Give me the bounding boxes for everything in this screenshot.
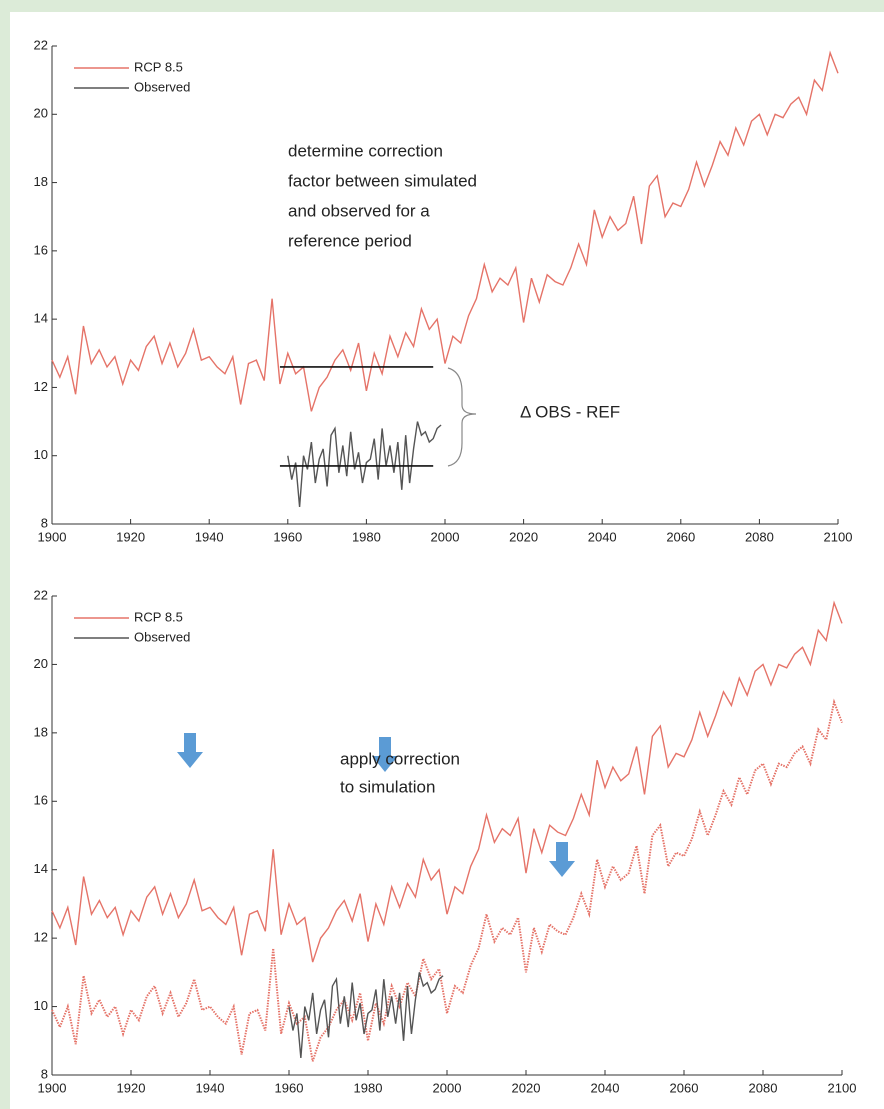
y-tick-label: 22 [34, 587, 48, 602]
arrow [549, 842, 575, 877]
y-tick-label: 14 [34, 861, 48, 876]
x-tick-label: 2040 [588, 529, 617, 544]
series-line [287, 421, 442, 507]
x-tick-label: 1900 [38, 529, 67, 544]
x-tick-label: 2000 [433, 1080, 462, 1095]
x-tick-label: 2040 [591, 1080, 620, 1095]
legend-label: Observed [134, 79, 190, 94]
x-tick-label: 2000 [431, 529, 460, 544]
y-tick-label: 18 [34, 174, 48, 189]
panel-background [10, 12, 884, 1109]
x-tick-label: 2060 [670, 1080, 699, 1095]
arrow [372, 737, 398, 772]
x-tick-label: 2060 [666, 529, 695, 544]
y-tick-label: 10 [34, 447, 48, 462]
annotation: determine correction [288, 141, 443, 160]
y-tick-label: 20 [34, 106, 48, 121]
arrows [177, 733, 575, 877]
y-tick-label: 14 [34, 311, 48, 326]
series-line [51, 50, 839, 412]
series-line [51, 600, 843, 963]
x-tick-label: 2100 [828, 1080, 857, 1095]
x-tick-label: 2080 [749, 1080, 778, 1095]
series-line [288, 972, 444, 1058]
x-tick-label: 1940 [196, 1080, 225, 1095]
annotation: apply correction [340, 749, 460, 768]
y-tick-label: 20 [34, 656, 48, 671]
annotation: reference period [288, 231, 412, 250]
arrow [177, 733, 203, 768]
y-tick-label: 8 [41, 1066, 48, 1081]
x-tick-label: 1940 [195, 529, 224, 544]
x-tick-label: 2020 [512, 1080, 541, 1095]
x-tick-label: 1960 [275, 1080, 304, 1095]
x-tick-label: 1920 [117, 1080, 146, 1095]
x-tick-label: 1920 [116, 529, 145, 544]
brace-label: Δ OBS - REF [520, 402, 620, 421]
x-tick-label: 2080 [745, 529, 774, 544]
y-tick-label: 10 [34, 998, 48, 1013]
x-tick-label: 2100 [824, 529, 853, 544]
x-tick-label: 1960 [273, 529, 302, 544]
y-tick-label: 16 [34, 242, 48, 257]
annotation: factor between simulated [288, 171, 477, 190]
series-line [51, 698, 843, 1062]
x-tick-label: 1980 [354, 1080, 383, 1095]
y-tick-label: 22 [34, 37, 48, 52]
y-tick-label: 18 [34, 724, 48, 739]
y-tick-label: 12 [34, 930, 48, 945]
y-tick-label: 8 [41, 515, 48, 530]
y-tick-label: 16 [34, 793, 48, 808]
x-tick-label: 2020 [509, 529, 538, 544]
annotation: to simulation [340, 777, 435, 796]
x-tick-label: 1980 [352, 529, 381, 544]
x-tick-label: 1900 [38, 1080, 67, 1095]
legend-label: RCP 8.5 [134, 59, 183, 74]
annotation: and observed for a [288, 201, 430, 220]
legend-label: RCP 8.5 [134, 609, 183, 624]
legend-label: Observed [134, 629, 190, 644]
y-tick-label: 12 [34, 379, 48, 394]
brace [447, 367, 477, 467]
